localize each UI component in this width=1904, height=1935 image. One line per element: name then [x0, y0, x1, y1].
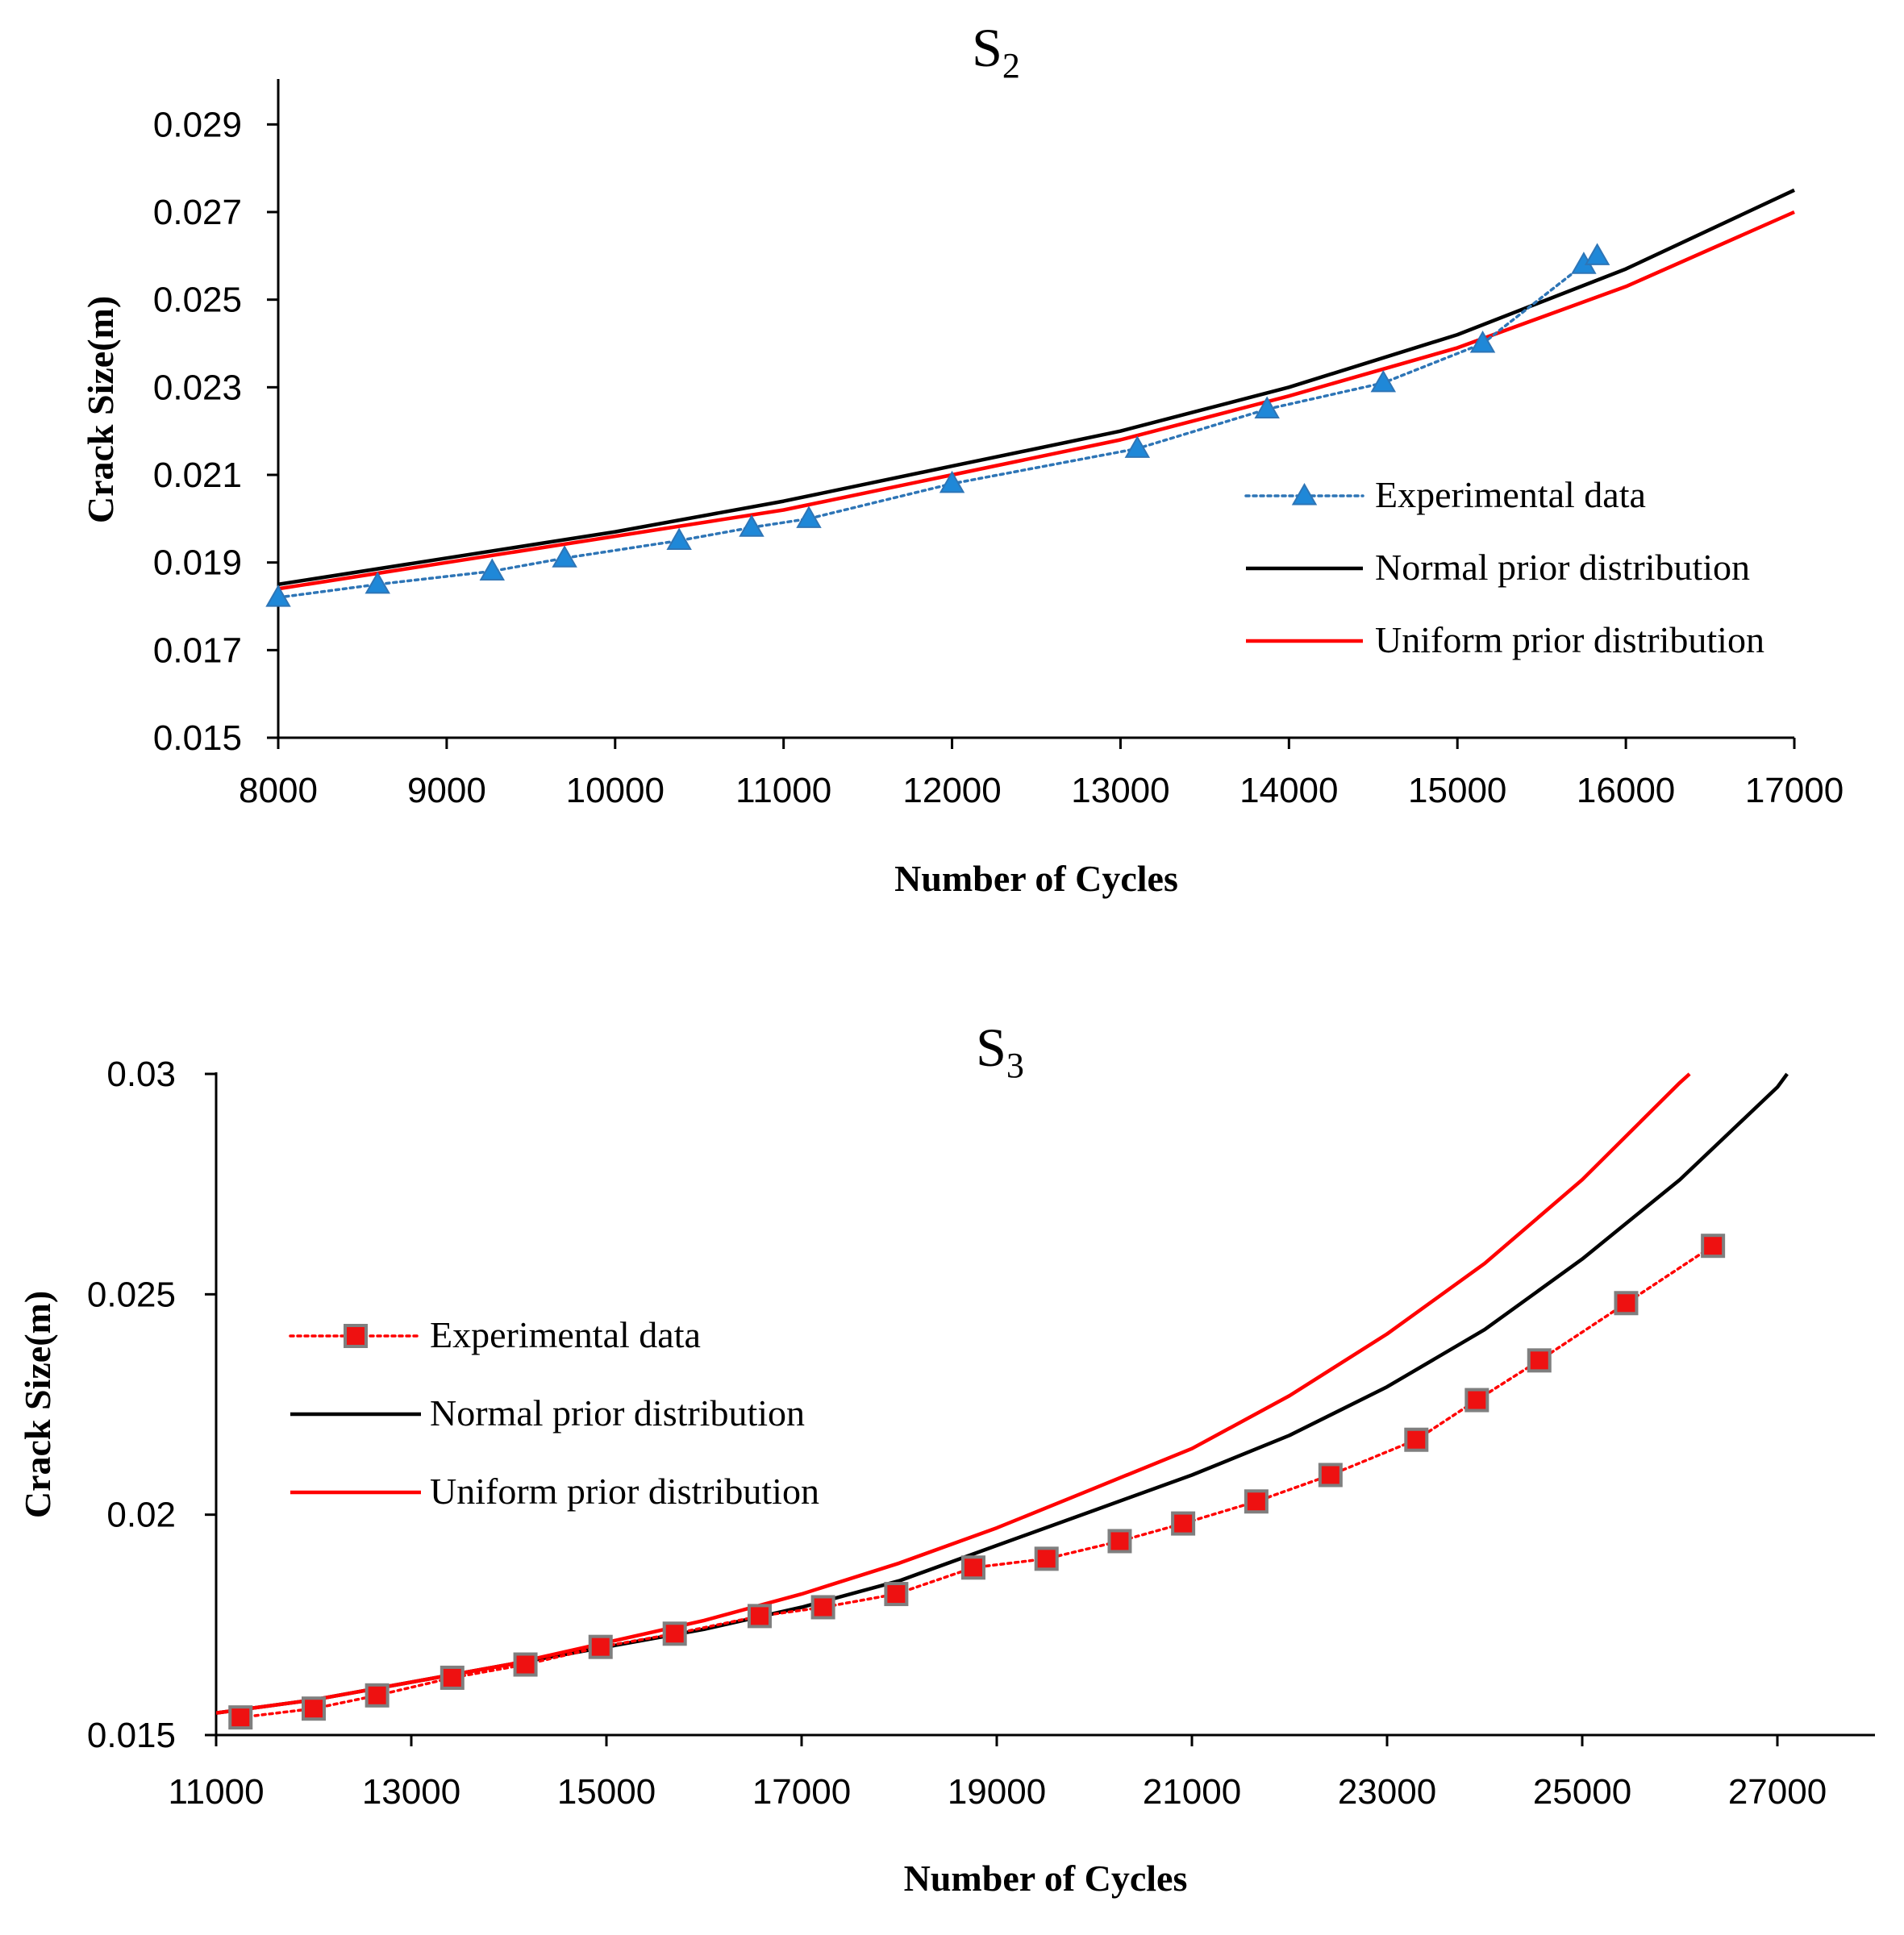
y-tick-label: 0.023	[153, 368, 242, 407]
x-tick-label: 11000	[168, 1772, 264, 1812]
x-tick-label: 23000	[1338, 1772, 1436, 1812]
y-tick-label: 0.015	[87, 1716, 176, 1755]
data-point	[479, 558, 506, 581]
legend-label-1: Normal prior distribution	[430, 1392, 805, 1434]
data-point	[1614, 1291, 1639, 1316]
data-point	[739, 514, 765, 537]
y-tick-label: 0.025	[153, 281, 242, 320]
x-tick-label: 12000	[902, 771, 1001, 810]
series-line-2	[216, 1072, 1691, 1715]
data-point	[960, 1555, 985, 1580]
x-axis-label: Number of Cycles	[904, 1858, 1188, 1899]
data-point	[666, 527, 692, 550]
data-point	[1107, 1529, 1132, 1554]
y-tick-label: 0.017	[153, 630, 242, 670]
data-point	[1469, 330, 1496, 353]
x-tick-label: 17000	[752, 1772, 851, 1812]
x-tick-label: 11000	[735, 771, 831, 810]
chart-title-subscript: 3	[1006, 1046, 1024, 1085]
x-tick-label: 27000	[1728, 1772, 1827, 1812]
chart-s2: S2 0.015 0.017 0.019 0.021 0.023 0.025 0.027 0.0…	[80, 17, 1844, 899]
y-tick-label: 0.015	[153, 718, 242, 758]
data-point	[1701, 1234, 1726, 1259]
data-point	[365, 1683, 390, 1708]
series-line-2	[278, 210, 1795, 591]
data-point	[939, 470, 965, 493]
y-tick-label: 0.021	[153, 456, 242, 495]
chart-s3: S3 0.015 0.02 0.025 0.03 11000 13000 15000 17000…	[17, 1017, 1875, 1899]
x-axis-label: Number of Cycles	[894, 858, 1178, 899]
data-point	[513, 1652, 538, 1677]
legend-label-1: Normal prior distribution	[1375, 547, 1750, 588]
data-point	[588, 1634, 613, 1659]
legend-label-2: Uniform prior distribution	[1375, 619, 1764, 660]
data-point	[302, 1696, 326, 1721]
data-point	[552, 545, 577, 568]
legend-label-2: Uniform prior distribution	[430, 1471, 819, 1512]
data-point	[1171, 1511, 1196, 1536]
chart-title: S2	[972, 17, 1020, 85]
x-tick-label: 8000	[239, 771, 318, 810]
x-tick-label: 15000	[557, 1772, 656, 1812]
data-point	[1124, 435, 1151, 458]
data-point	[1254, 396, 1280, 418]
y-tick-label: 0.029	[153, 105, 242, 144]
x-tick-label: 13000	[1071, 771, 1169, 810]
data-point	[1034, 1546, 1059, 1571]
x-tick-label: 17000	[1745, 771, 1844, 810]
data-point	[1244, 1489, 1269, 1514]
series-line-0	[277, 254, 1599, 599]
data-point	[1404, 1427, 1429, 1452]
x-tick-label: 15000	[1408, 771, 1506, 810]
x-tick-label: 14000	[1239, 771, 1338, 810]
x-tick-label: 9000	[407, 771, 486, 810]
x-tick-label: 19000	[948, 1772, 1046, 1812]
y-tick-label: 0.025	[87, 1275, 176, 1314]
data-point	[228, 1705, 253, 1730]
x-tick-label: 21000	[1143, 1772, 1241, 1812]
data-point	[810, 1595, 835, 1620]
chart-title: S3	[976, 1017, 1024, 1085]
data-point	[796, 506, 822, 528]
x-tick-label: 25000	[1533, 1772, 1631, 1812]
x-tick-label: 10000	[566, 771, 665, 810]
chart-title-main: S	[976, 1017, 1006, 1078]
y-axis-label: Crack Size(m)	[80, 296, 121, 523]
y-tick-label: 0.02	[106, 1496, 176, 1535]
data-point	[1370, 369, 1397, 393]
series-line-1	[278, 188, 1795, 587]
y-tick-label: 0.03	[106, 1055, 176, 1094]
data-point	[1318, 1463, 1343, 1488]
x-tick-label: 13000	[362, 1772, 460, 1812]
data-point	[440, 1665, 465, 1690]
data-point	[365, 571, 390, 594]
legend-label-0: Experimental data	[1375, 474, 1646, 515]
data-point	[662, 1621, 687, 1646]
data-point	[747, 1604, 772, 1629]
legend-label-0: Experimental data	[430, 1314, 701, 1355]
legend-marker-0	[1291, 482, 1318, 506]
y-tick-label: 0.027	[153, 193, 242, 232]
data-point	[1584, 243, 1610, 265]
chart-title-main: S	[972, 17, 1002, 78]
data-point	[884, 1582, 909, 1607]
legend-marker-0	[344, 1324, 368, 1348]
x-tick-label: 16000	[1577, 771, 1675, 810]
data-point	[1527, 1348, 1552, 1373]
y-tick-label: 0.019	[153, 543, 242, 583]
chart-title-subscript: 2	[1002, 46, 1020, 85]
data-point	[1464, 1388, 1489, 1413]
y-axis-label: Crack Size(m)	[17, 1291, 58, 1518]
data-point	[265, 585, 291, 607]
